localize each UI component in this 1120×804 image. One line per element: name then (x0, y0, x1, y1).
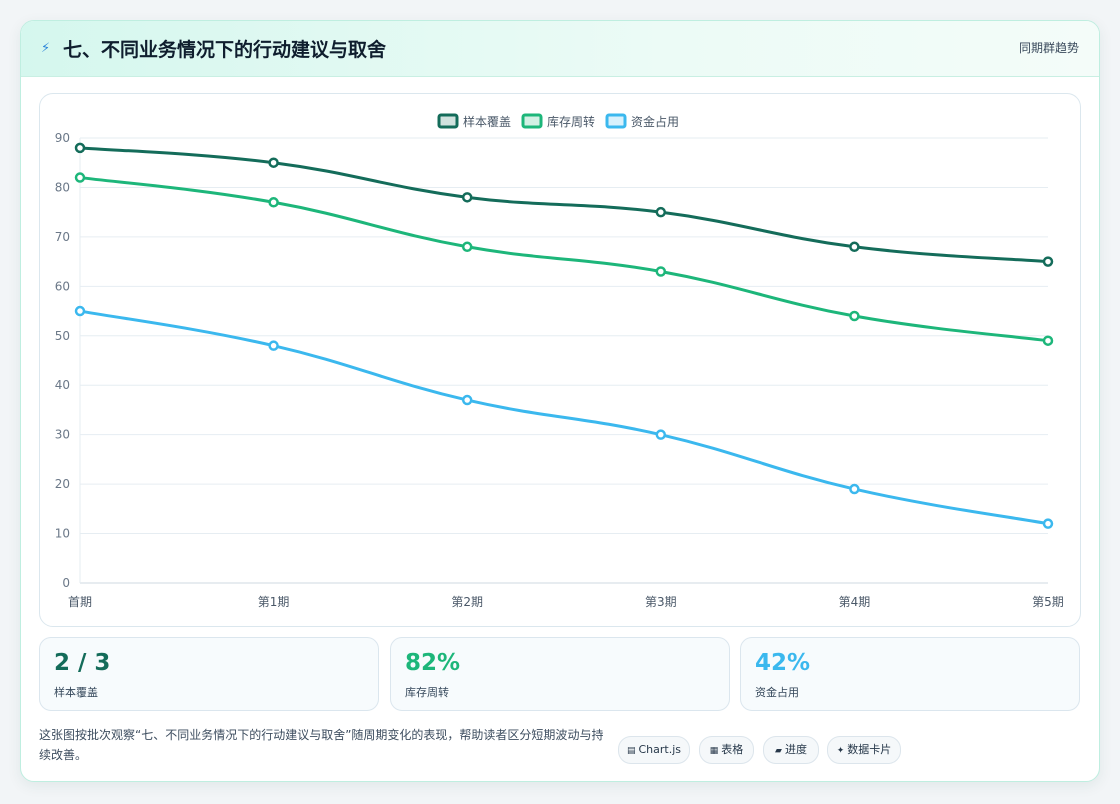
y-tick-label: 0 (62, 576, 70, 590)
pill-chartjs[interactable]: ▤ Chart.js (618, 736, 690, 764)
stat-card-capital: 42% 资金占用 (740, 637, 1080, 711)
data-point (1042, 256, 1054, 267)
pill-label: Chart.js (638, 743, 682, 756)
data-point (461, 394, 473, 406)
x-tick-label: 第2期 (451, 595, 483, 609)
legend-swatch (521, 113, 543, 129)
data-point (461, 241, 473, 253)
series-line-3 (78, 309, 1050, 526)
legend-swatch (605, 113, 627, 129)
pill-label: 数据卡片 (847, 743, 892, 756)
data-point (655, 266, 667, 277)
header-tag: 同期群趋势 (1018, 41, 1079, 55)
data-point (268, 340, 279, 351)
data-point (1042, 518, 1054, 529)
y-tick-label: 60 (55, 279, 70, 293)
legend-label: 库存周转 (547, 114, 595, 129)
chart-description: 这张图按批次观察“七、不同业务情况下的行动建议与取舍”随周期变化的表现，帮助读者… (39, 728, 604, 762)
y-tick-label: 40 (55, 378, 70, 392)
series-line-2 (78, 176, 1050, 343)
pill-data-card[interactable]: ✦ 数据卡片 (827, 736, 901, 764)
data-point (74, 172, 86, 183)
pill-label: 进度 (784, 743, 807, 756)
x-tick-label: 第1期 (258, 595, 290, 609)
data-point (268, 197, 279, 208)
section-title: 七、不同业务情况下的行动建议与取舍 (63, 39, 387, 61)
x-tick-label: 首期 (68, 595, 92, 609)
y-tick-label: 20 (55, 477, 70, 491)
y-tick-label: 70 (55, 230, 70, 244)
x-tick-label: 第4期 (839, 595, 871, 609)
table-icon: ▦ (709, 746, 719, 756)
data-point (655, 206, 667, 218)
pill-table[interactable]: ▦ 表格 (699, 736, 754, 764)
progress-icon: ▰ (775, 746, 782, 756)
card-header: ⚡ 七、不同业务情况下的行动建议与取舍 同期群趋势 (21, 21, 1099, 77)
legend-swatch (437, 113, 459, 129)
data-point (849, 483, 860, 495)
chart-card: ⚡ 七、不同业务情况下的行动建议与取舍 同期群趋势 0 10 20 30 40 50 60 7… (20, 20, 1100, 782)
y-tick-label: 80 (55, 180, 70, 194)
data-point (1042, 335, 1054, 346)
legend-label: 资金占用 (631, 114, 679, 129)
data-point (268, 157, 279, 168)
y-tick-label: 90 (55, 131, 70, 145)
lightning-icon: ⚡ (41, 41, 51, 56)
sparkle-icon: ✦ (836, 746, 845, 756)
y-tick-label: 30 (55, 428, 70, 442)
stat-label: 库存周转 (405, 686, 449, 699)
legend-label: 样本覆盖 (463, 114, 511, 129)
y-tick-label: 50 (55, 329, 70, 343)
data-point (74, 305, 86, 317)
stat-label: 样本覆盖 (54, 686, 98, 699)
line-chart: 0 10 20 30 40 50 60 70 80 90 首期 第1期 第2期 第3期 第4期 第5期 样本覆盖… (55, 113, 1064, 609)
y-tick-label: 10 (55, 527, 70, 541)
line-chart-panel: 0 10 20 30 40 50 60 70 80 90 首期 第1期 第2期 第3期 第4期 第5期 样本覆盖… (39, 93, 1081, 627)
stat-label: 资金占用 (755, 686, 799, 699)
x-tick-label: 第3期 (645, 595, 677, 609)
stat-card-coverage: 2 / 3 样本覆盖 (39, 637, 379, 711)
stat-value: 82% (405, 650, 461, 676)
data-point (849, 310, 860, 322)
stat-value: 42% (755, 650, 811, 676)
pill-progress[interactable]: ▰ 进度 (763, 736, 819, 764)
series-line-1 (78, 146, 1050, 264)
stat-card-turnover: 82% 库存周转 (390, 637, 730, 711)
stat-value: 2 / 3 (54, 650, 111, 676)
data-point (461, 192, 473, 203)
pill-label: 表格 (721, 743, 744, 756)
data-point (655, 429, 667, 440)
data-point (849, 241, 860, 253)
data-point (74, 142, 86, 154)
x-tick-label: 第5期 (1032, 595, 1064, 609)
chart-icon: ▤ (626, 746, 636, 756)
